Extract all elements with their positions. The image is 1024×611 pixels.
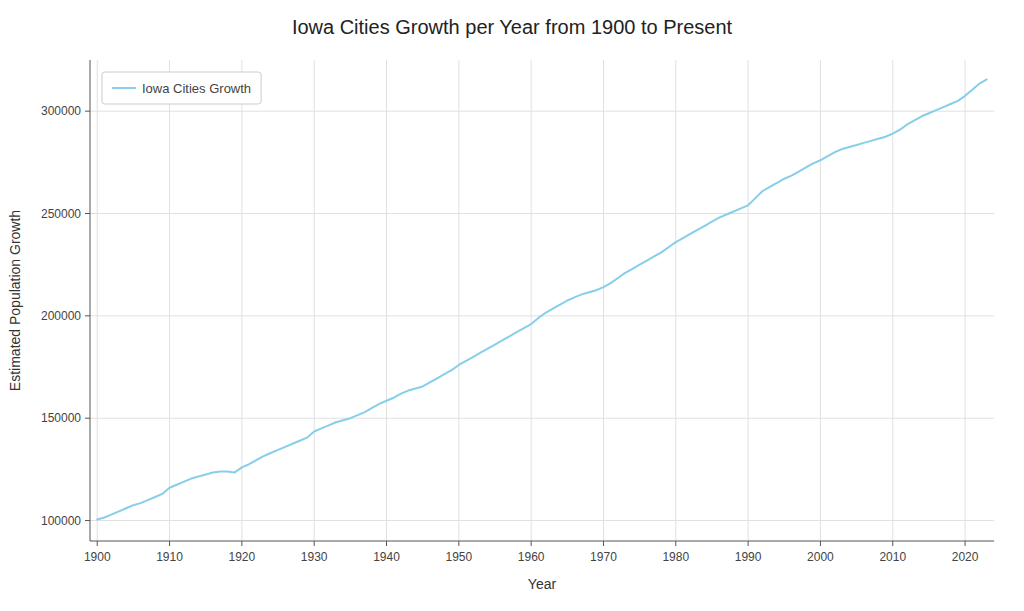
x-grid-line: [97, 60, 98, 541]
y-grid-line: [90, 418, 994, 419]
x-tick-label: 1950: [445, 550, 472, 564]
legend-label: Iowa Cities Growth: [142, 81, 251, 96]
x-tick: [675, 541, 676, 546]
x-tick-label: 2020: [952, 550, 979, 564]
x-tick-label: 1990: [735, 550, 762, 564]
x-tick: [241, 541, 242, 546]
legend: Iowa Cities Growth: [102, 72, 261, 104]
y-axis-line: [90, 60, 91, 541]
y-grid-line: [90, 213, 994, 214]
x-grid-line: [386, 60, 387, 541]
x-tick: [386, 541, 387, 546]
grid: [90, 60, 994, 541]
x-grid-line: [314, 60, 315, 541]
x-grid-line: [458, 60, 459, 541]
x-tick: [892, 541, 893, 546]
x-tick: [531, 541, 532, 546]
x-tick: [820, 541, 821, 546]
x-tick-label: 1940: [373, 550, 400, 564]
legend-swatch: [112, 87, 136, 89]
x-grid-line: [241, 60, 242, 541]
chart-svg: 1900 1910 1920 1930 1940 1950 1960 1970 1980 1990…: [0, 0, 1024, 611]
x-axis-line: [90, 541, 994, 542]
x-grid-line: [603, 60, 604, 541]
x-grid-line: [531, 60, 532, 541]
y-axis-label: Estimated Population Growth: [7, 210, 23, 391]
y-grid-line: [90, 111, 994, 112]
y-tick: [85, 315, 90, 316]
legend-box: [102, 72, 261, 104]
x-tick: [314, 541, 315, 546]
x-tick: [748, 541, 749, 546]
y-tick: [85, 418, 90, 419]
x-tick-label: 1980: [662, 550, 689, 564]
axes: 1900 1910 1920 1930 1940 1950 1960 1970 1980 1990…: [41, 60, 994, 564]
y-grid-line: [90, 520, 994, 521]
x-grid-line: [675, 60, 676, 541]
y-tick-label: 200000: [41, 309, 81, 323]
chart-title: Iowa Cities Growth per Year from 1900 to…: [292, 16, 733, 38]
y-tick-label: 300000: [41, 104, 81, 118]
x-tick: [458, 541, 459, 546]
x-tick-label: 1920: [229, 550, 256, 564]
chart-container: 1900 1910 1920 1930 1940 1950 1960 1970 1980 1990…: [0, 0, 1024, 611]
series-line: [97, 79, 987, 519]
y-tick: [85, 520, 90, 521]
x-axis-label: Year: [528, 576, 557, 592]
x-tick: [603, 541, 604, 546]
y-tick: [85, 213, 90, 214]
y-tick-label: 150000: [41, 411, 81, 425]
x-tick: [169, 541, 170, 546]
y-tick-label: 250000: [41, 207, 81, 221]
x-tick-label: 1900: [84, 550, 111, 564]
y-tick-label: 100000: [41, 514, 81, 528]
y-tick: [85, 111, 90, 112]
x-tick-label: 2000: [807, 550, 834, 564]
x-grid-line: [965, 60, 966, 541]
x-tick-label: 1930: [301, 550, 328, 564]
x-tick-label: 2010: [879, 550, 906, 564]
x-grid-line: [169, 60, 170, 541]
x-grid-line: [748, 60, 749, 541]
x-tick-label: 1960: [518, 550, 545, 564]
x-grid-line: [820, 60, 821, 541]
x-grid-line: [892, 60, 893, 541]
data-group: [97, 79, 987, 519]
x-tick: [965, 541, 966, 546]
x-tick-label: 1970: [590, 550, 617, 564]
x-tick: [97, 541, 98, 546]
x-tick-label: 1910: [156, 550, 183, 564]
